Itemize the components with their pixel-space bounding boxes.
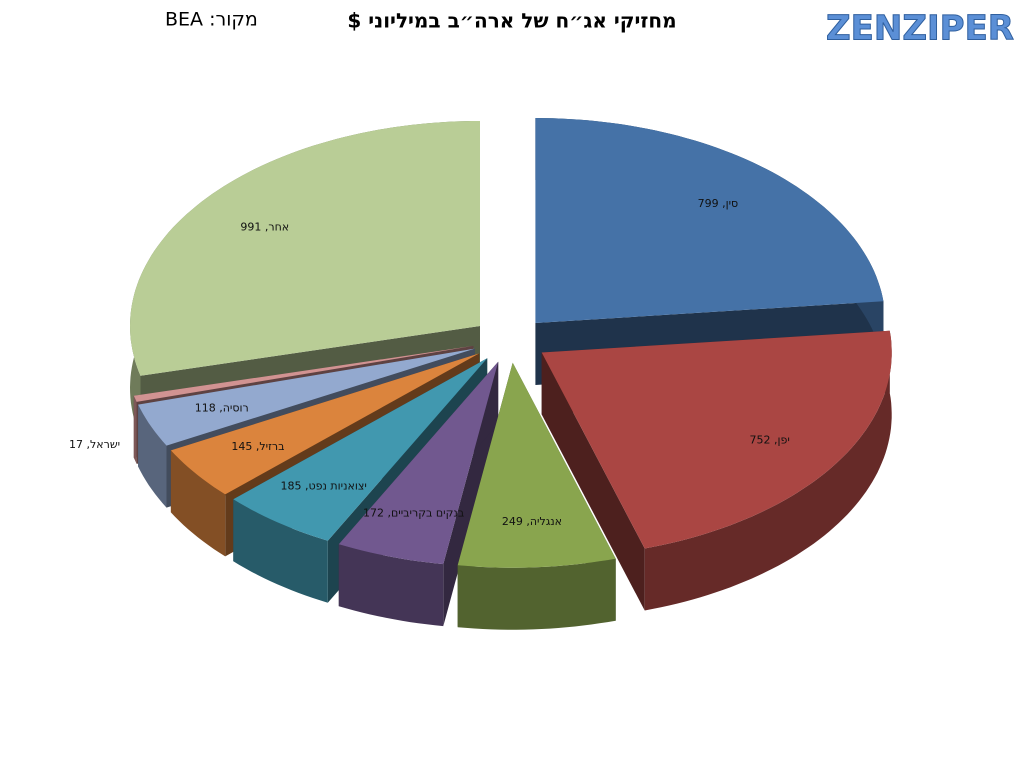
slice [338,361,499,565]
data-label: סין, 799 [698,197,739,210]
slice [138,348,475,446]
slice-side [644,330,892,611]
data-label: ברזיל, 145 [231,440,284,453]
slice [233,358,488,541]
slice [457,362,616,568]
slice-side [338,544,444,627]
slice-side [233,499,328,603]
slice [541,330,892,549]
slice [170,353,480,495]
data-label: אנגליה, 249 [502,515,562,528]
data-label: יפן, 752 [749,434,789,447]
data-label: ישראל, 17 [69,438,120,451]
slice-side [170,450,226,557]
slice-side [457,558,616,630]
data-label: יצואניות נפט, 185 [281,479,367,492]
source: מקור: BEA [165,9,258,31]
slice [130,121,480,376]
slice-side [133,395,137,464]
slice-side [541,352,645,611]
logo: ZENZIPER [826,9,1014,49]
slice [535,118,884,323]
data-label: רוסיה, 118 [195,402,249,415]
slice-side [138,404,167,508]
data-label: אחר, 991 [240,221,289,234]
chart-title: מחזיקי אג״ח של ארה״ב במיליוני $ [347,9,676,33]
slice [133,345,474,402]
data-label: בנקים בקריביים, 172 [363,507,464,520]
